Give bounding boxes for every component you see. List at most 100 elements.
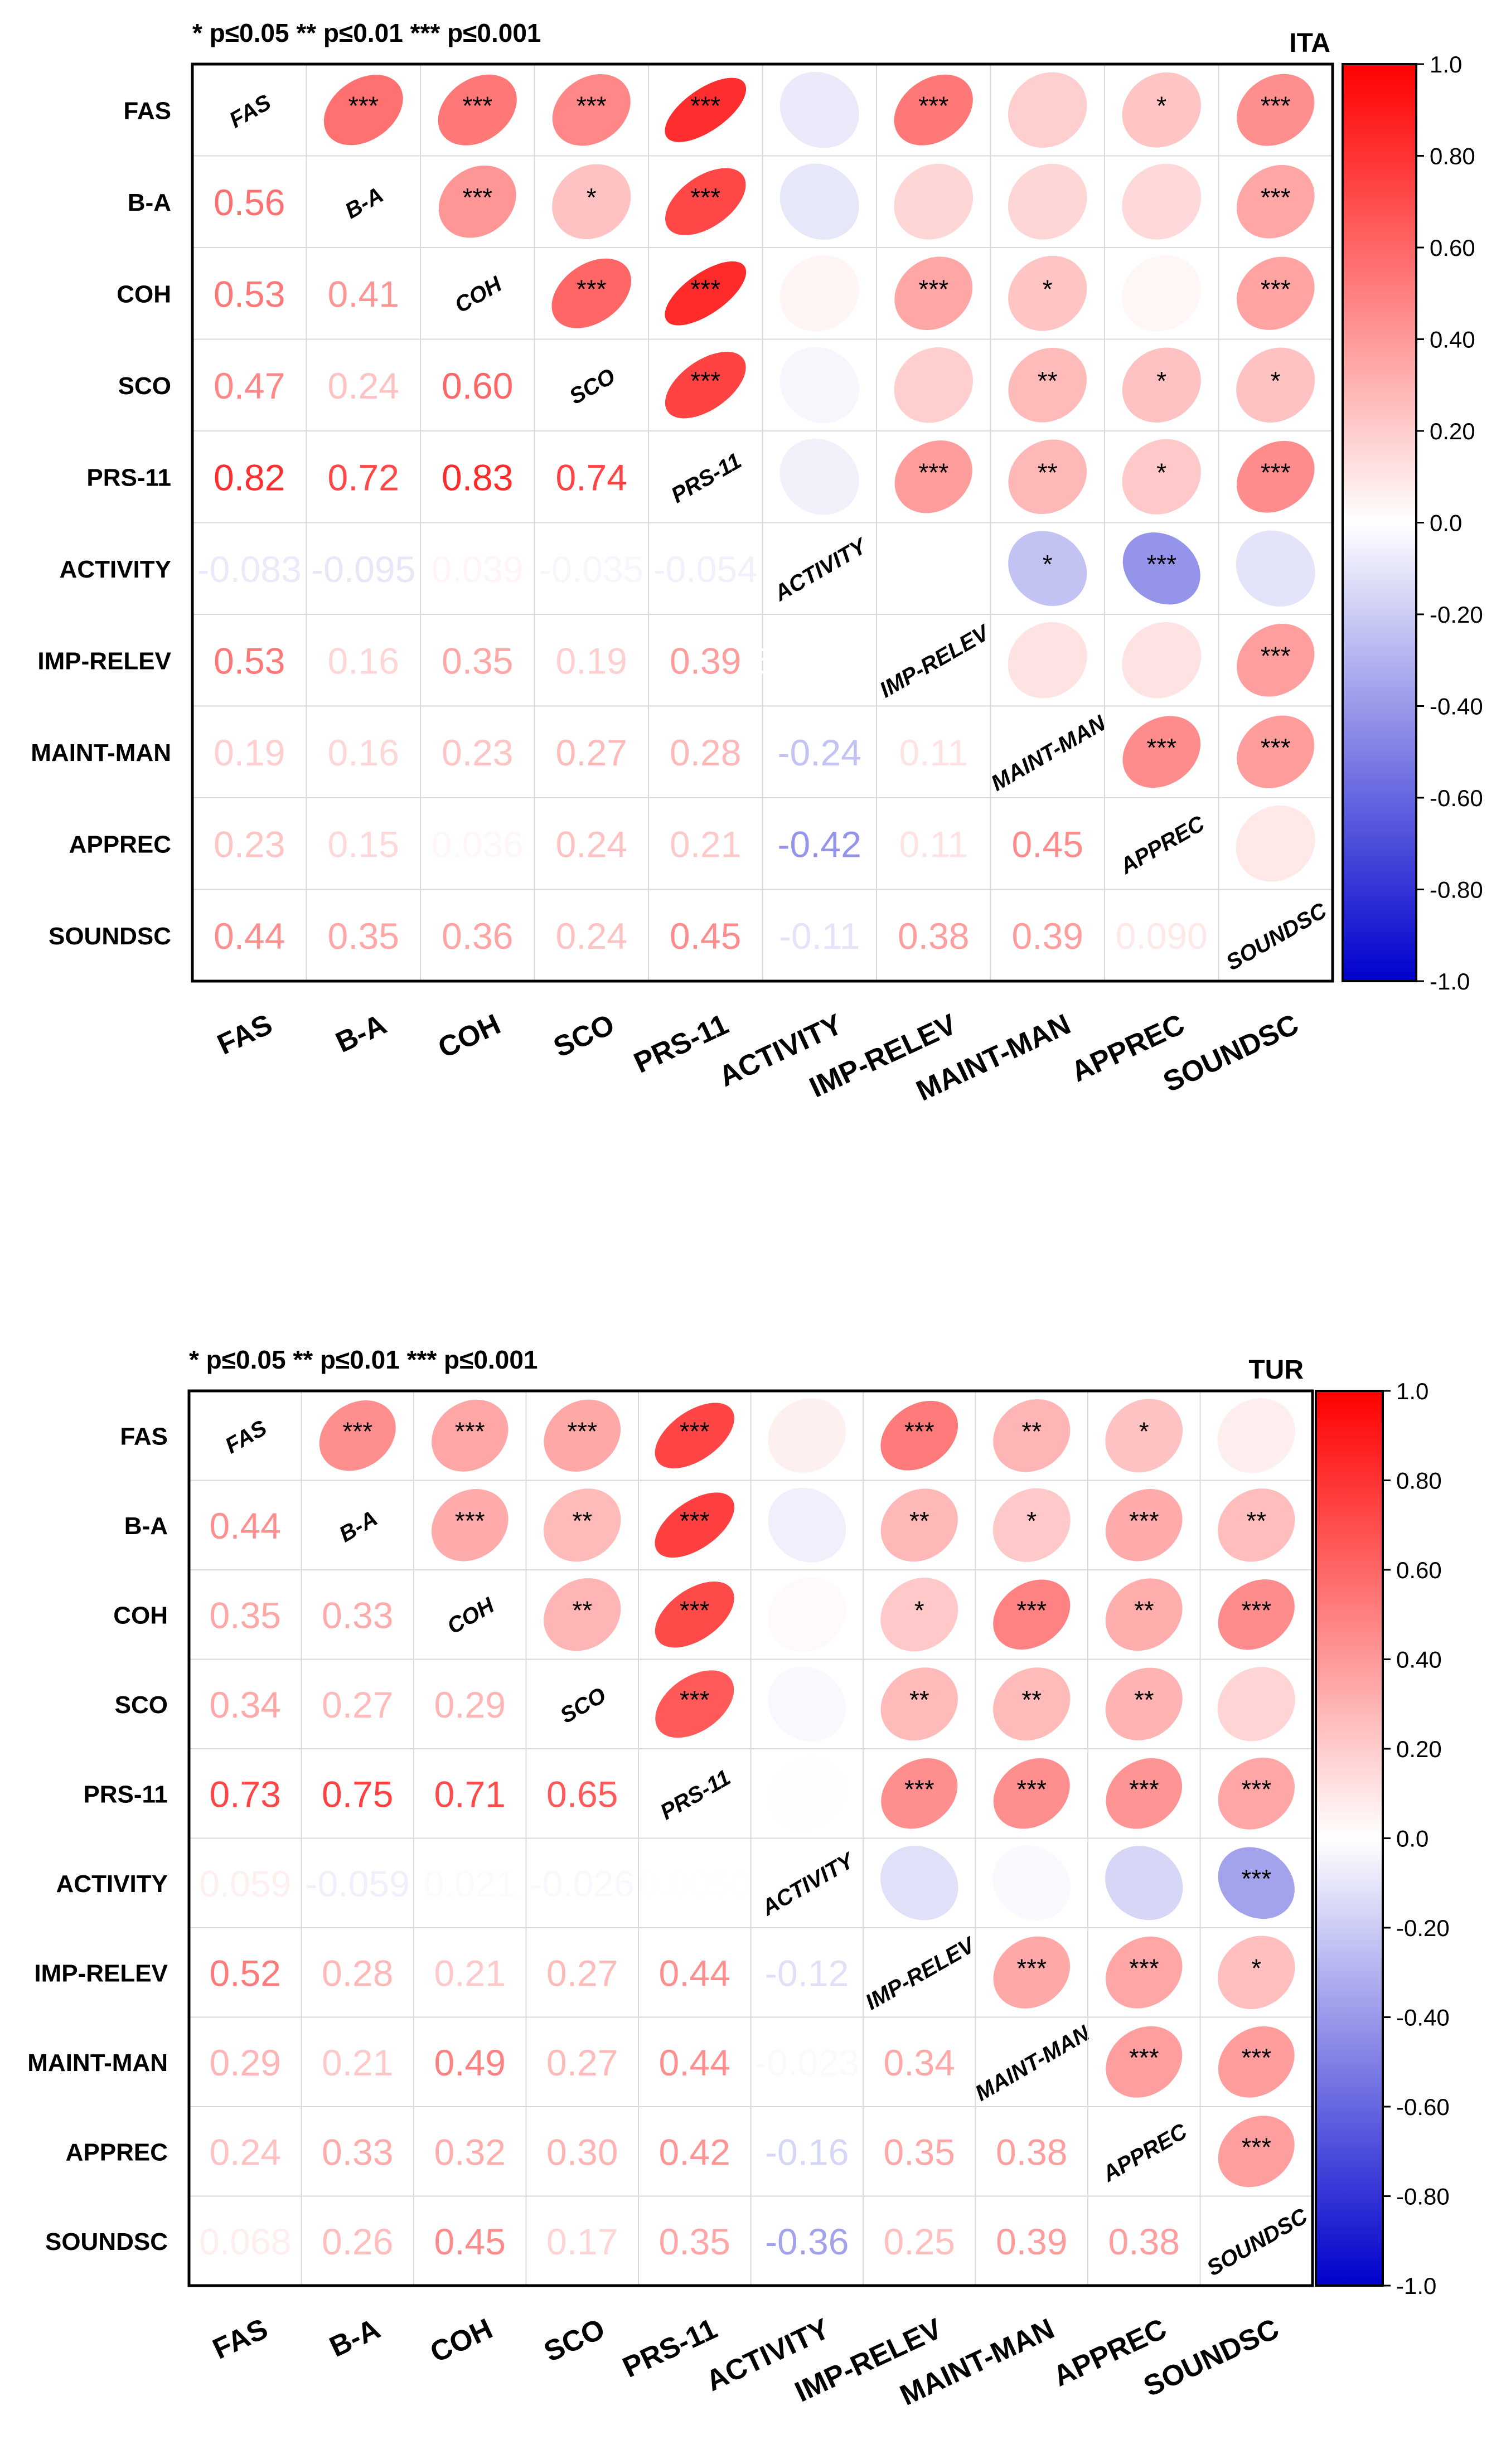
matrix-cell: ** — [863, 1480, 976, 1570]
matrix-cell: 0.27 — [525, 1927, 639, 2018]
matrix-cell: 0.44 — [638, 1927, 752, 2018]
correlation-value: 0.44 — [214, 915, 285, 957]
correlation-value: 0.28 — [670, 732, 741, 773]
correlation-value: 0.44 — [659, 1952, 730, 1993]
correlation-value: 0.44 — [659, 2042, 730, 2083]
correlation-value: 0.19 — [214, 732, 285, 773]
correlation-value: -0.083 — [197, 549, 302, 590]
matrix-cell: *** — [525, 1390, 639, 1481]
significance-stars: *** — [1129, 1506, 1159, 1535]
correlation-ellipse — [1105, 1578, 1183, 1651]
matrix-cell: 0.27 — [301, 1658, 414, 1749]
colorbar-tick-label: 1.0 — [1430, 51, 1462, 77]
row-label-b-a: B-A — [124, 1512, 168, 1540]
correlation-value: -0.36 — [765, 2221, 849, 2262]
matrix-cell: 0.65 — [525, 1748, 639, 1839]
matrix-cell: *** — [876, 64, 991, 157]
matrix-cell: *** — [648, 247, 763, 340]
matrix-cell: 0.15 — [306, 797, 421, 890]
correlation-ellipse — [319, 1400, 396, 1471]
significance-legend: * p≤0.05 ** p≤0.01 *** p≤0.001 — [189, 1345, 538, 1374]
significance-stars: ** — [572, 1506, 592, 1535]
correlation-value: 0.21 — [670, 823, 741, 865]
correlation-value: 0.24 — [556, 915, 627, 957]
row-label-imp-relev: IMP-RELEV — [37, 647, 171, 675]
significance-stars: *** — [348, 91, 379, 120]
matrix-cell: *** — [1218, 247, 1333, 340]
matrix-cell: 0.16 — [306, 614, 421, 707]
correlation-value: 0.75 — [322, 1773, 393, 1815]
row-label-fas: FAS — [120, 1423, 168, 1450]
significance-stars: ** — [572, 1595, 592, 1624]
correlation-value: 0.24 — [210, 2131, 281, 2172]
correlation-ellipse — [992, 1488, 1071, 1562]
matrix-cell: 0.71 — [413, 1748, 527, 1839]
significance-stars: * — [1156, 458, 1166, 487]
correlation-value: -0.059 — [306, 1863, 410, 1904]
matrix-cell: 5.3E-18 — [755, 614, 884, 707]
correlation-ellipse — [1122, 163, 1202, 240]
correlation-ellipse — [552, 74, 631, 146]
correlation-value: 0.36 — [442, 915, 513, 957]
significance-stars: *** — [918, 274, 948, 303]
significance-stars: *** — [455, 1506, 485, 1535]
significance-stars: * — [1043, 550, 1053, 579]
colorbar-tick-label: 0.0 — [1430, 510, 1462, 536]
correlation-ellipse — [1236, 530, 1315, 607]
correlation-value: 0.0050 — [638, 1863, 751, 1904]
significance-stars: *** — [1016, 1595, 1047, 1624]
significance-stars: *** — [1146, 733, 1176, 762]
correlation-ellipse — [1217, 1667, 1295, 1742]
row-label-imp-relev: IMP-RELEV — [34, 1959, 168, 1987]
matrix-cell: *** — [301, 1390, 414, 1481]
correlation-value: 0.38 — [898, 915, 969, 957]
matrix-cell: ** — [990, 430, 1105, 523]
correlation-ellipse — [992, 1845, 1071, 1920]
correlation-value: -0.24 — [778, 732, 861, 773]
correlation-ellipse — [880, 1400, 958, 1471]
significance-stars: *** — [1241, 2043, 1271, 2072]
row-label-sco: SCO — [115, 1691, 168, 1719]
correlation-value: 0.39 — [670, 640, 741, 681]
column-label-b-a: B-A — [331, 1008, 391, 1059]
correlation-ellipse — [1122, 255, 1202, 332]
significance-stars: *** — [1261, 183, 1291, 212]
correlation-ellipse — [544, 1578, 621, 1651]
correlation-value: 0.56 — [214, 182, 285, 223]
colorbar-tick-label: 1.0 — [1396, 1378, 1428, 1404]
correlation-ellipse — [894, 440, 972, 513]
matrix-cell: *** — [1199, 1837, 1313, 1928]
correlation-value: -0.42 — [778, 823, 861, 865]
correlation-value: 0.72 — [328, 457, 399, 498]
correlation-ellipse — [779, 255, 859, 332]
matrix-cell: 0.27 — [525, 2016, 639, 2107]
matrix-cell: -0.054 — [648, 522, 763, 615]
significance-stars: *** — [1261, 733, 1291, 762]
correlation-ellipse — [655, 1670, 734, 1738]
matrix-cell: 0.24 — [534, 889, 649, 982]
panel-title: ITA — [1289, 28, 1330, 58]
correlation-ellipse — [779, 347, 859, 424]
matrix-cell: 0.44 — [188, 1480, 302, 1570]
colorbar-tick-label: -0.60 — [1430, 785, 1483, 811]
significance-stars: ** — [1021, 1417, 1042, 1446]
correlation-ellipse — [1236, 347, 1315, 423]
colorbar-tick-label: -0.80 — [1396, 2184, 1450, 2210]
significance-stars: *** — [1016, 1774, 1047, 1803]
correlation-ellipse — [544, 1488, 621, 1562]
colorbar-tick-label: -0.40 — [1396, 2005, 1450, 2031]
row-label-maint-man: MAINT-MAN — [27, 2049, 168, 2077]
correlation-value: 0.29 — [434, 1684, 506, 1725]
matrix-cell: *** — [1218, 614, 1333, 707]
significance-stars: *** — [680, 1417, 710, 1446]
correlation-ellipse — [552, 164, 631, 239]
correlation-value: 0.44 — [210, 1505, 281, 1546]
colorbar-tick-label: -0.60 — [1396, 2094, 1450, 2120]
correlation-ellipse — [993, 1936, 1071, 2009]
correlation-ellipse — [655, 1581, 734, 1648]
row-label-soundsc: SOUNDSC — [45, 2228, 168, 2256]
correlation-ellipse — [431, 1488, 509, 1561]
correlation-ellipse — [1218, 2116, 1295, 2187]
significance-stars: *** — [1129, 1953, 1159, 1982]
